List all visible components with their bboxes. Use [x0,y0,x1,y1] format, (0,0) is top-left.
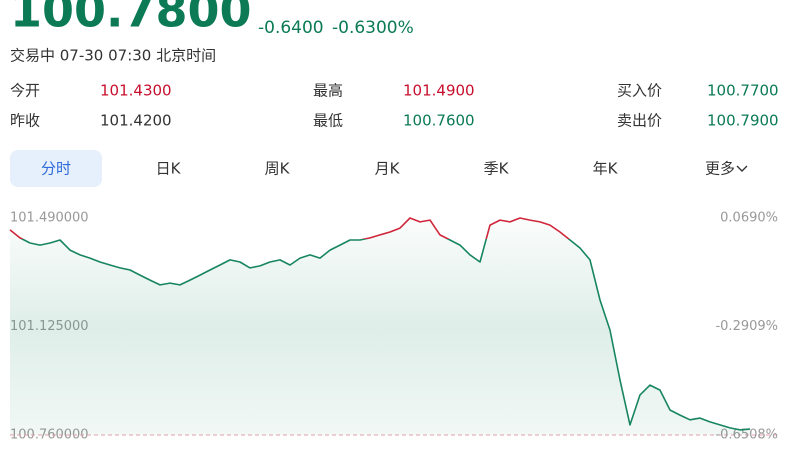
stat-label: 最低 [313,112,343,130]
stat-label: 买入价 [617,82,662,100]
tab[interactable]: 周K [265,160,291,178]
tab-selected-bg [10,150,102,187]
change: -0.6400 [258,18,324,38]
tab[interactable]: 日K [156,160,182,178]
stat-label: 昨收 [10,112,40,130]
price-line [9,217,751,431]
stat-value: 101.4900 [403,82,475,100]
stat-value: 101.4200 [100,112,172,130]
stat-value: 101.4300 [100,82,172,100]
y-tick-label: 101.490000 [10,211,89,226]
stat-label: 今开 [10,82,40,100]
area [10,218,750,435]
y2-tick-label: -0.2909% [715,319,778,334]
status: 交易中 07-30 07:30 北京时间 [10,47,216,65]
stat-value: 100.7700 [707,82,779,100]
stat-value: 100.7900 [707,112,779,130]
stat-label: 卖出价 [617,112,662,130]
stat-value: 100.7600 [403,112,475,130]
tab[interactable]: 季K [484,160,510,178]
tab[interactable]: 年K [593,160,619,178]
y2-tick-label: 0.0690% [720,211,778,226]
tab[interactable]: 月K [375,160,401,178]
change-percent: -0.6300% [332,18,414,38]
more-chevron [736,165,748,172]
tab[interactable]: 分时 [41,160,71,178]
stat-label: 最高 [313,82,343,100]
tab[interactable]: 更多 [705,160,735,178]
price: 100.7800 [10,0,252,38]
